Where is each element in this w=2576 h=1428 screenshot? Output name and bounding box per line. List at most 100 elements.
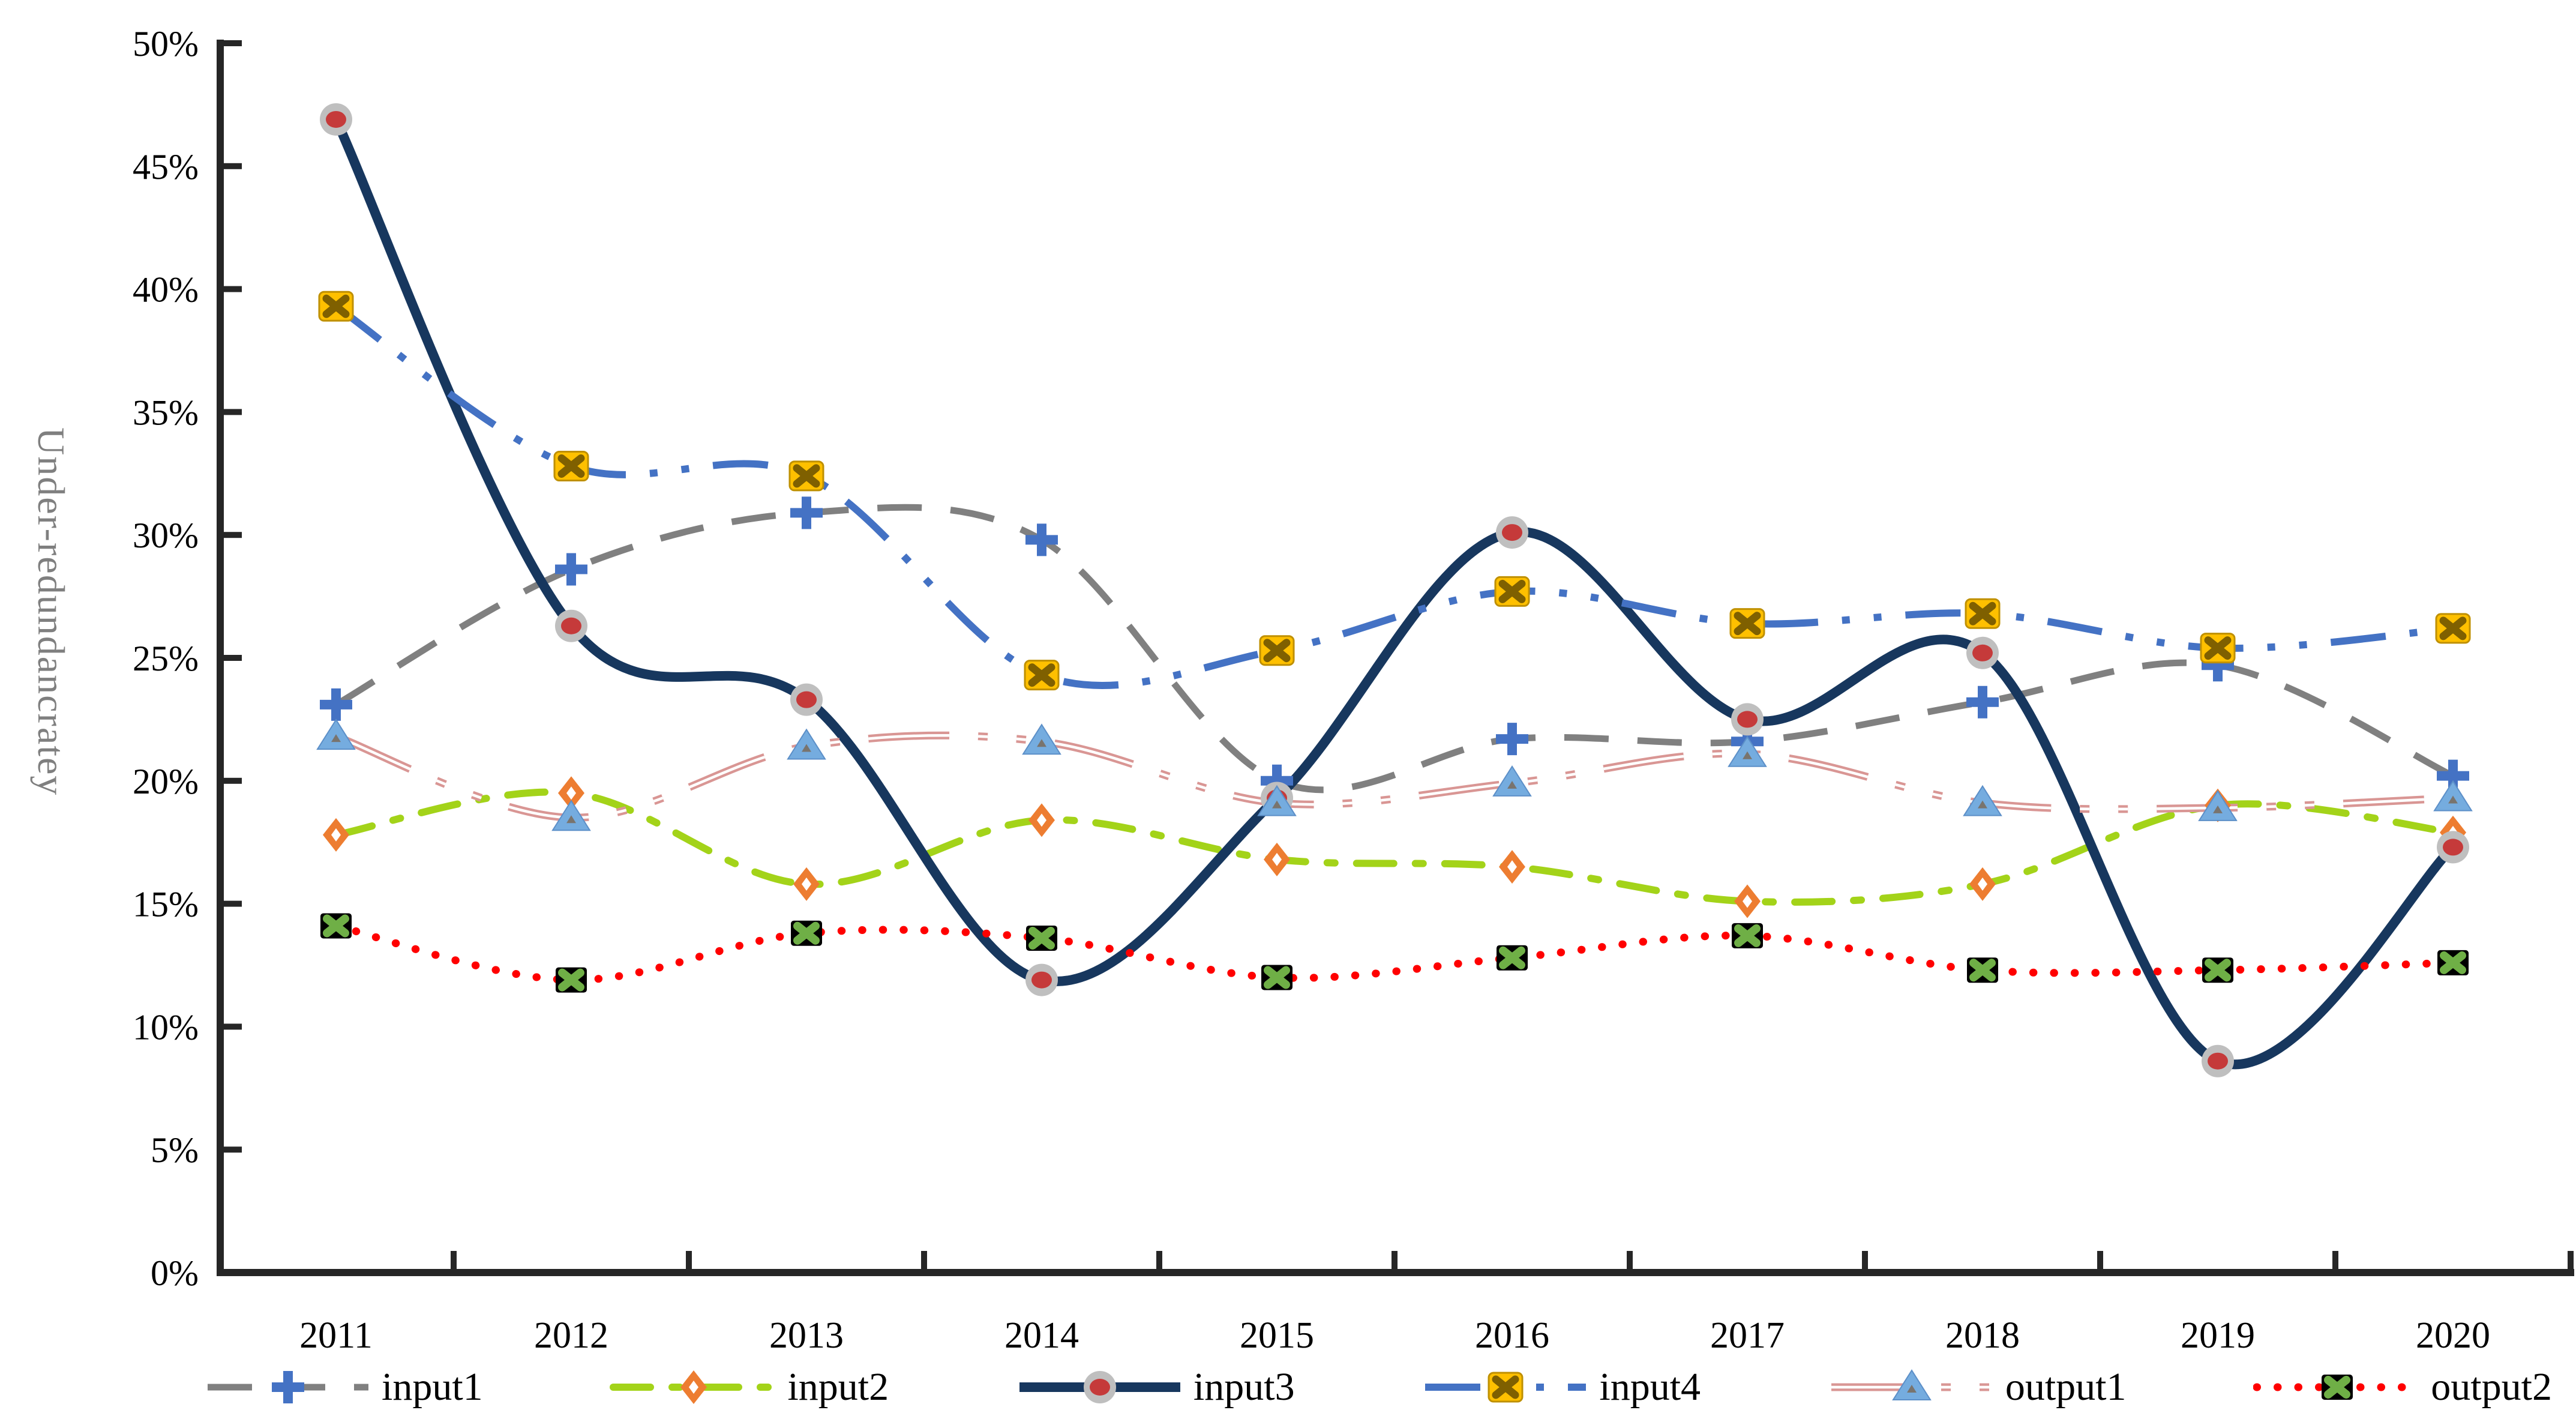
legend-swatch-input3-icon [1019,1371,1180,1403]
x-tick [686,1251,692,1269]
x-tick [2332,1251,2338,1269]
x-tick [1392,1251,1398,1269]
series-output1-marker [551,800,591,831]
y-tick-label: 25% [133,639,199,678]
legend-item-input2: input2 [610,1363,889,1411]
series-output2-marker [791,920,822,946]
x-tick-label: 2020 [2416,1315,2490,1356]
x-tick-label: 2013 [769,1315,844,1356]
y-tick [224,1023,242,1030]
legend-swatch-input4-icon [1425,1372,1587,1403]
series-output1-marker [1257,785,1297,816]
series-output1-marker [2198,789,2238,821]
legend-marker-x-square-icon [1488,1372,1524,1403]
series-input3-line [331,117,2457,1070]
y-tick [224,286,242,292]
legend-item-output2: output2 [2253,1363,2552,1411]
x-tick [2097,1251,2103,1269]
series-output2-marker [1026,925,1057,951]
series-output1-marker [1728,735,1767,767]
x-tick-label: 2016 [1475,1315,1549,1356]
series-input3-marker [1025,963,1058,996]
legend-swatch-input2-icon [610,1370,778,1404]
x-tick-label: 2015 [1240,1315,1314,1356]
series-output1-line [334,731,2454,822]
y-axis-line [217,40,224,1276]
legend-marker-triangle-icon [1891,1369,1932,1400]
series-input3-marker [1496,516,1528,549]
y-tick-label: 20% [133,762,199,801]
y-tick-label: 45% [133,147,199,187]
y-tick [224,40,242,46]
legend-label: input2 [787,1365,889,1409]
series-input2-marker [1499,850,1525,884]
series-input3-marker [1731,703,1764,736]
legend-label: output1 [2005,1365,2127,1409]
series-output1-marker [787,728,826,760]
x-tick-label: 2012 [534,1315,608,1356]
series-output2-marker [1732,923,1763,948]
series-input4-marker [1024,660,1060,691]
legend-swatch-output1-icon [1831,1369,1992,1400]
x-axis-line [217,1269,2574,1276]
legend-marker-x-square-dark-icon [2322,1375,2353,1400]
x-tick [1862,1251,1868,1269]
series-output2-marker [1967,957,1998,983]
y-axis-title: Under-redundancratey [30,427,73,797]
series-input2-marker [793,867,820,901]
series-input4-marker [788,460,824,492]
series-input4-marker [1488,1372,1524,1403]
y-tick [224,900,242,907]
series-input1-marker [555,553,587,586]
series-input2-marker [323,818,349,852]
series-input2-marker [1264,842,1290,876]
x-tick [1627,1251,1633,1269]
y-tick [224,1146,242,1153]
series-output1-marker [1022,723,1061,755]
series-input4-marker [1494,576,1530,607]
series-input4-marker [318,291,354,322]
series-input1-marker [1025,523,1058,556]
x-tick-label: 2019 [2181,1315,2255,1356]
series-input2-marker [680,1370,707,1404]
x-tick-label: 2014 [1004,1315,1079,1356]
series-input3-marker [1966,636,1999,669]
series-input4-marker [2200,633,2236,664]
y-tick [224,655,242,661]
series-input3-marker [320,103,352,136]
series-input2-marker [558,776,584,810]
series-output1-marker [316,719,356,750]
series-output1-marker [1492,765,1532,797]
y-tick-label: 10% [133,1007,199,1047]
y-tick-label: 5% [151,1130,199,1170]
y-tick-label: 50% [133,24,199,64]
legend-item-output1: output1 [1828,1363,2127,1411]
legend-label: input1 [382,1365,483,1409]
series-output2-marker [320,913,352,939]
series-markers [316,103,2473,1077]
x-tick [451,1251,457,1269]
series-input1-line [334,504,2455,794]
series-output2-marker [2202,957,2233,983]
series-output2-marker [556,967,587,993]
series-lines [331,117,2457,1070]
series-input4-line [334,303,2454,689]
y-tick-label: 30% [133,516,199,555]
series-input3-marker [555,609,587,642]
series-input4-marker [1965,598,2001,629]
x-tick-label: 2017 [1710,1315,1785,1356]
legend-swatch-input1-icon [208,1371,368,1403]
series-input2-marker [1969,867,1996,901]
x-tick [921,1251,927,1269]
legend-marker-diamond-icon [680,1370,707,1404]
series-output1-marker [2433,780,2473,812]
series-output2-line [332,921,2457,984]
series-output1-marker [1891,1369,1932,1400]
legend-label: input3 [1193,1365,1295,1409]
x-tick [1156,1251,1162,1269]
legend-label: output2 [2431,1365,2552,1409]
series-input1-marker [790,496,823,529]
y-tick [224,409,242,415]
